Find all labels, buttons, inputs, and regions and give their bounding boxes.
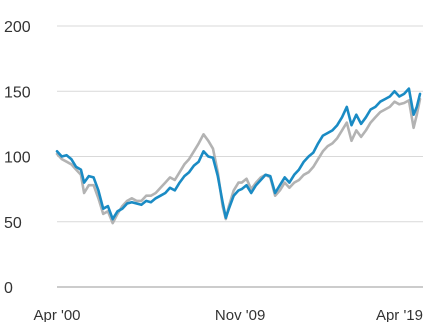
y-tick-label: 0 <box>4 280 13 297</box>
series-line-1 <box>55 97 422 225</box>
y-tick-label: 100 <box>4 150 31 167</box>
y-tick-label: 50 <box>4 215 22 232</box>
x-tick-label: Apr '00 <box>33 307 80 322</box>
y-axis-ticks: 0 50 100 150 200 <box>4 19 31 297</box>
x-tick-label: Apr '19 <box>376 307 423 322</box>
y-tick-label: 200 <box>4 19 31 36</box>
series-lines <box>55 87 422 225</box>
x-tick-label: Nov '09 <box>215 307 265 322</box>
x-axis-ticks: Apr '00 Nov '09 Apr '19 <box>33 307 423 322</box>
series-line-0 <box>55 87 422 221</box>
y-tick-label: 150 <box>4 84 31 101</box>
gridlines <box>57 25 423 288</box>
